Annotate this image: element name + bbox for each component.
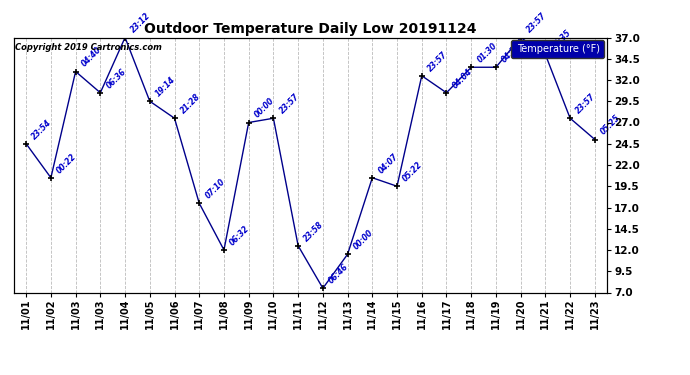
Text: 00:00: 00:00: [253, 96, 276, 120]
Text: 23:35: 23:35: [549, 28, 573, 52]
Text: 04:07: 04:07: [377, 152, 400, 175]
Text: 01:30: 01:30: [475, 41, 499, 64]
Text: 06:36: 06:36: [104, 67, 128, 90]
Text: Copyright 2019 Cartronics.com: Copyright 2019 Cartronics.com: [15, 43, 162, 52]
Text: 04:59: 04:59: [500, 41, 524, 64]
Text: 05:25: 05:25: [599, 113, 622, 137]
Text: 04:04: 04:04: [451, 67, 474, 90]
Text: 06:32: 06:32: [228, 224, 251, 247]
Text: 05:22: 05:22: [401, 160, 424, 183]
Text: 07:10: 07:10: [204, 177, 227, 201]
Text: 23:57: 23:57: [426, 50, 449, 73]
Text: 06:46: 06:46: [327, 262, 351, 285]
Text: 23:54: 23:54: [30, 118, 54, 141]
Title: Outdoor Temperature Daily Low 20191124: Outdoor Temperature Daily Low 20191124: [144, 22, 477, 36]
Text: 00:22: 00:22: [55, 152, 79, 175]
Text: 23:12: 23:12: [129, 11, 152, 35]
Text: 23:57: 23:57: [574, 92, 598, 116]
Text: 00:00: 00:00: [352, 228, 375, 252]
Text: 04:40: 04:40: [80, 45, 103, 69]
Text: 23:57: 23:57: [525, 11, 548, 35]
Text: 23:57: 23:57: [277, 92, 301, 116]
Text: 19:14: 19:14: [154, 75, 177, 99]
Text: 23:58: 23:58: [302, 220, 326, 243]
Legend: Temperature (°F): Temperature (°F): [511, 40, 604, 58]
Text: 21:28: 21:28: [179, 92, 202, 116]
